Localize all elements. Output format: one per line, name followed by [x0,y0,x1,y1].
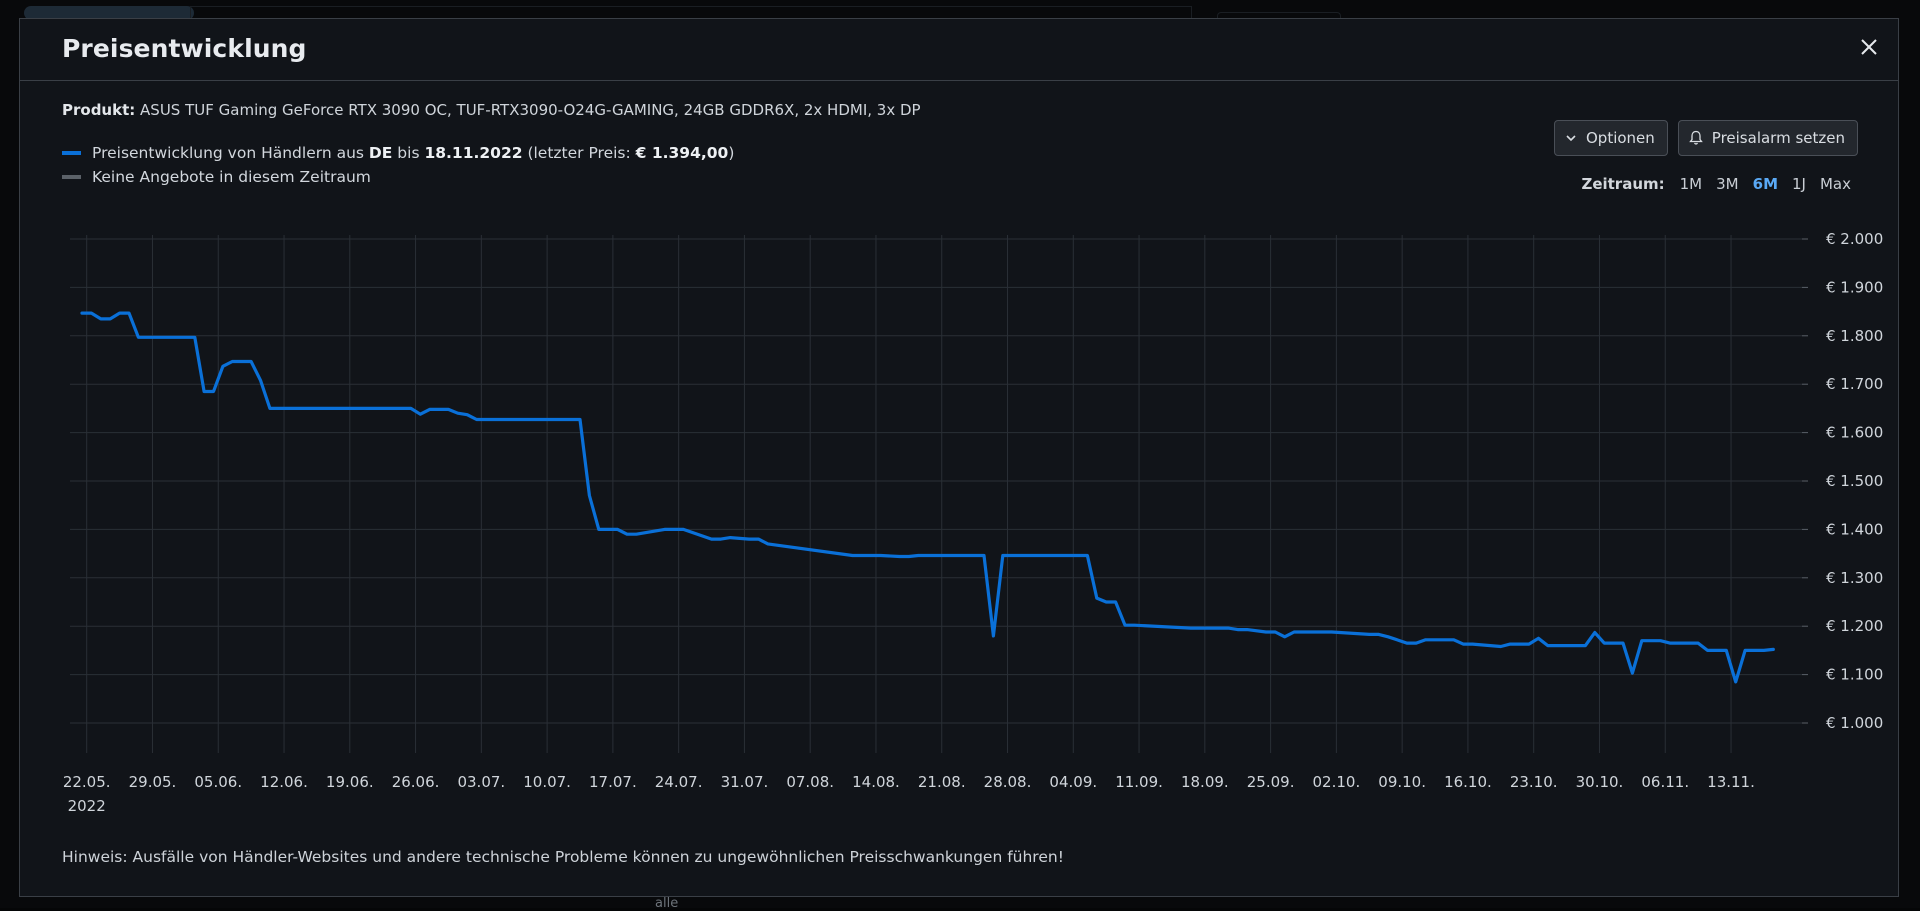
y-tick-label: € 1.600 [1826,424,1883,442]
x-tick-label: 19.06. [326,773,374,791]
x-tick-label: 13.11. [1707,773,1755,791]
x-tick-label: 22.05. [63,773,111,791]
x-tick-label: 02.10. [1313,773,1361,791]
x-tick-label: 10.07. [523,773,571,791]
y-tick-label: € 1.200 [1826,617,1883,635]
x-tick-label: 17.07. [589,773,637,791]
y-tick-label: € 2.000 [1826,230,1883,248]
x-tick-label: 04.09. [1049,773,1097,791]
x-tick-label: 14.08. [852,773,900,791]
y-tick-label: € 1.900 [1826,278,1883,296]
x-tick-label: 23.10. [1510,773,1558,791]
price-history-modal: Preisentwicklung Produkt: ASUS TUF Gamin… [19,18,1899,897]
y-tick-label: € 1.400 [1826,520,1883,538]
y-tick-label: € 1.800 [1826,327,1883,345]
y-tick-label: € 1.100 [1826,666,1883,684]
x-tick-label: 06.11. [1641,773,1689,791]
y-tick-label: € 1.500 [1826,472,1883,490]
hint-text: Hinweis: Ausfälle von Händler-Websites u… [62,848,1064,866]
x-tick-label: 30.10. [1576,773,1624,791]
x-tick-label: 03.07. [457,773,505,791]
y-tick-label: € 1.300 [1826,569,1883,587]
x-tick-label: 07.08. [786,773,834,791]
x-tick-label: 12.06. [260,773,308,791]
background-footer-text: alle [655,896,678,911]
x-tick-label: 26.06. [392,773,440,791]
x-tick-label: 18.09. [1181,773,1229,791]
x-tick-label: 11.09. [1115,773,1163,791]
y-tick-label: € 1.000 [1826,714,1883,732]
x-tick-label: 31.07. [721,773,769,791]
x-tick-label: 28.08. [984,773,1032,791]
x-tick-label: 05.06. [194,773,242,791]
x-tick-label: 21.08. [918,773,966,791]
y-tick-label: € 1.700 [1826,375,1883,393]
x-year-label: 2022 [68,797,106,815]
x-tick-label: 25.09. [1247,773,1295,791]
x-tick-label: 16.10. [1444,773,1492,791]
price-chart[interactable]: € 1.000 € 1.100 € 1.200 € 1.300 € 1.400 € 1.5… [20,19,1900,819]
x-tick-label: 24.07. [655,773,703,791]
x-tick-label: 29.05. [129,773,177,791]
x-tick-label: 09.10. [1378,773,1426,791]
